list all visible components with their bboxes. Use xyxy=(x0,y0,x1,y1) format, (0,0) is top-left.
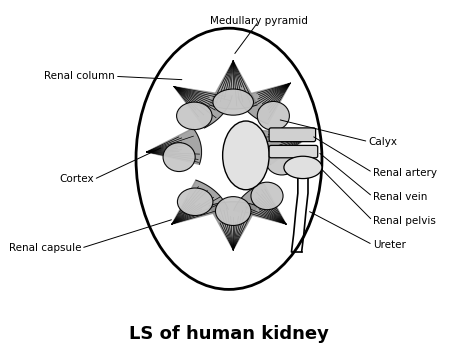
Text: Renal vein: Renal vein xyxy=(373,191,427,202)
Polygon shape xyxy=(234,183,286,224)
Polygon shape xyxy=(172,180,228,224)
Ellipse shape xyxy=(266,146,298,175)
Polygon shape xyxy=(174,87,232,128)
Text: Renal capsule: Renal capsule xyxy=(9,243,81,253)
Text: Renal artery: Renal artery xyxy=(373,168,437,177)
Ellipse shape xyxy=(163,143,195,171)
Ellipse shape xyxy=(216,197,251,226)
Polygon shape xyxy=(256,130,311,165)
Ellipse shape xyxy=(223,121,269,190)
Ellipse shape xyxy=(284,156,322,178)
Ellipse shape xyxy=(257,101,290,130)
Ellipse shape xyxy=(251,182,283,210)
Text: Medullary pyramid: Medullary pyramid xyxy=(210,16,308,26)
Text: Cortex: Cortex xyxy=(59,175,94,184)
FancyBboxPatch shape xyxy=(269,128,316,142)
Polygon shape xyxy=(238,83,290,124)
Ellipse shape xyxy=(177,188,213,215)
Text: Renal column: Renal column xyxy=(44,71,115,81)
Text: Renal pelvis: Renal pelvis xyxy=(373,216,436,226)
Ellipse shape xyxy=(177,102,212,130)
Ellipse shape xyxy=(213,89,254,115)
Polygon shape xyxy=(209,202,257,250)
Text: Ureter: Ureter xyxy=(373,240,406,250)
Text: LS of human kidney: LS of human kidney xyxy=(129,325,329,343)
Polygon shape xyxy=(146,128,201,164)
Text: Calyx: Calyx xyxy=(368,137,397,147)
Polygon shape xyxy=(209,61,257,109)
FancyBboxPatch shape xyxy=(269,145,318,158)
